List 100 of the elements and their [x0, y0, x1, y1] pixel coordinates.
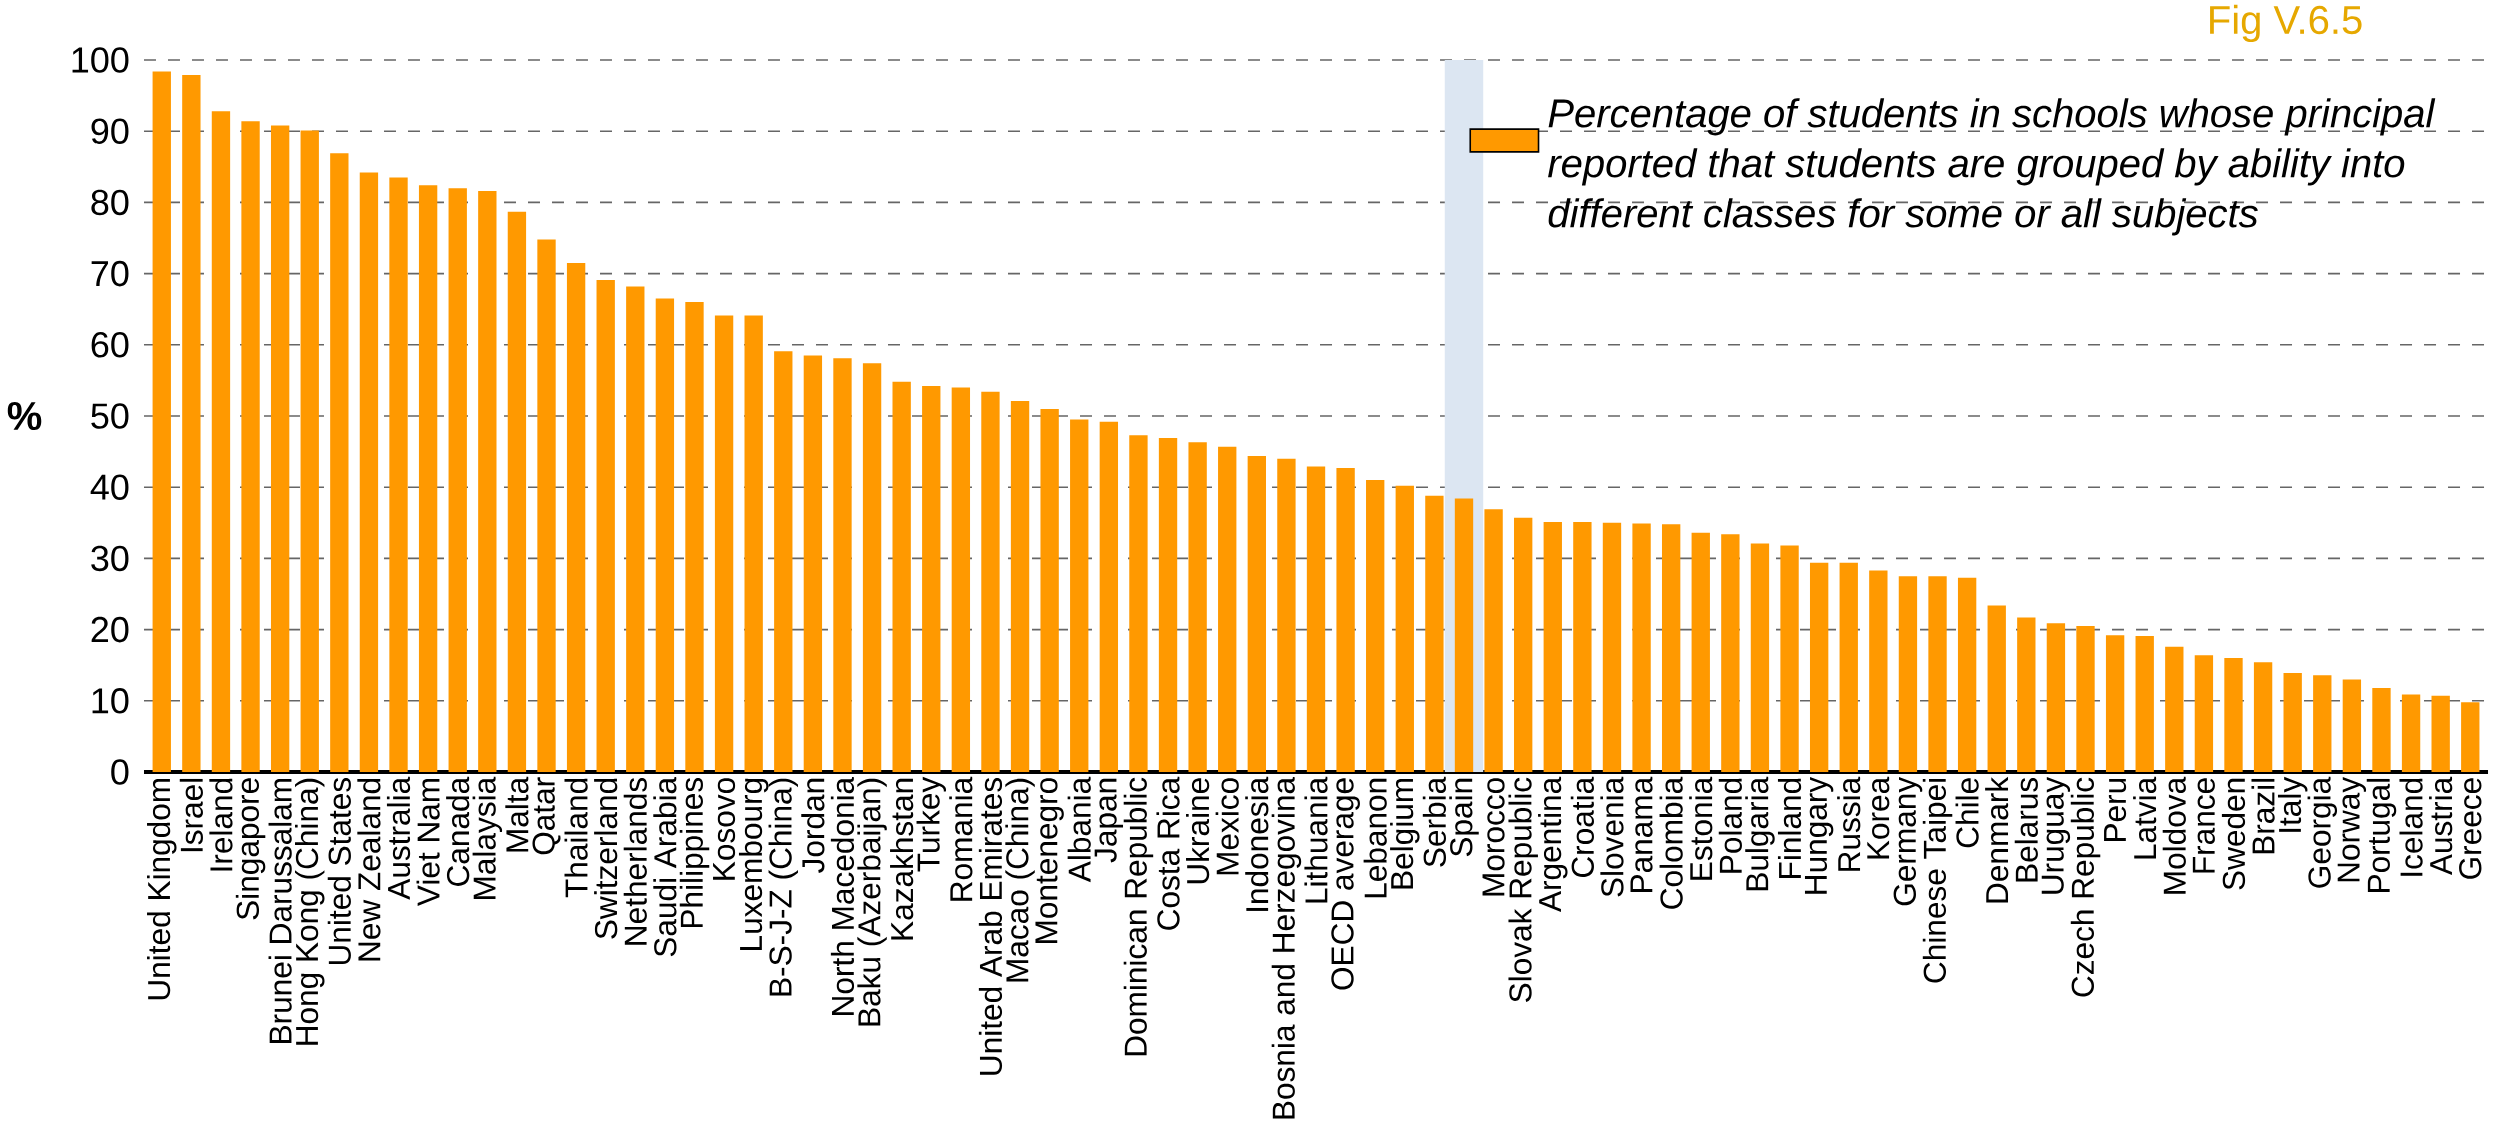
bar	[1099, 421, 1119, 773]
x-tick-label: Singapore	[235, 778, 266, 920]
bar	[892, 381, 911, 773]
x-tick-label: Viet Nam	[416, 778, 440, 907]
bar	[2461, 702, 2480, 773]
bar	[685, 302, 704, 773]
bar	[655, 298, 675, 773]
x-tick-label: Bosnia and Herzegovina	[1271, 776, 1302, 1119]
x-tick-label: Portugal	[2366, 778, 2397, 892]
x-tick-label: Denmark	[1985, 776, 2009, 903]
bar	[448, 188, 467, 773]
x-tick-label: North Macedonia	[830, 776, 855, 1015]
bar	[241, 121, 260, 773]
bar	[152, 71, 171, 773]
bar	[300, 130, 319, 773]
x-tick-label: Panama	[1630, 776, 1653, 892]
bar	[1691, 532, 1710, 773]
x-tick-label: Lebanon	[1363, 778, 1387, 898]
bar	[2342, 679, 2362, 773]
bar	[478, 191, 497, 773]
x-tick-label: Sweden	[2221, 778, 2246, 890]
bar	[626, 286, 645, 773]
x-tick-label: Japan	[1094, 778, 1124, 863]
x-tick-label: Spain	[1449, 778, 1479, 857]
bar	[1010, 401, 1030, 773]
bar	[1898, 576, 1918, 773]
bar	[1661, 524, 1681, 773]
bar	[1602, 522, 1622, 773]
bar	[2372, 688, 2391, 773]
bar	[833, 358, 852, 773]
x-tick-label: Kazakhstan	[890, 778, 914, 940]
x-tick-label: Israel	[179, 778, 203, 852]
x-tick-label: Jordan	[801, 778, 825, 873]
bar	[596, 280, 615, 773]
x-tick-label: Netherlands	[623, 777, 647, 945]
x-tick-label: Moldova	[2162, 776, 2186, 894]
x-tick-label: Ireland	[209, 778, 233, 871]
x-tick-label: Canada	[446, 776, 470, 886]
bar	[2165, 646, 2184, 773]
bar	[1543, 522, 1562, 773]
bar	[2224, 658, 2243, 773]
x-tick-label: Switzerland	[594, 778, 618, 939]
x-tick-label: Malta	[505, 776, 529, 852]
x-tick-label: United States	[327, 777, 351, 965]
bar	[1869, 570, 1888, 773]
bar	[2076, 626, 2095, 773]
bar	[951, 387, 971, 773]
bar	[1040, 408, 1059, 773]
x-tick-label: Romania	[949, 776, 973, 901]
bar	[744, 315, 763, 773]
x-tick-label: Morocco	[1482, 778, 1505, 896]
bar	[2283, 673, 2302, 773]
x-tick-label: New Zealand	[357, 778, 381, 961]
x-tick-label: Iceland	[2399, 778, 2423, 876]
x-tick-label: Hong Kong (China)	[295, 778, 325, 1045]
bar	[1336, 468, 1355, 773]
x-tick-label: United Kingdom	[147, 778, 177, 1000]
x-tick-label: Russia	[1837, 776, 1861, 871]
x-tick-label: Poland	[1718, 778, 1742, 873]
x-tick-label: Colombia	[1659, 776, 1683, 909]
x-tick-label: Latvia	[2133, 776, 2157, 859]
y-tick-label: 40	[90, 474, 129, 500]
x-tick-label: Brunei Darussalam	[268, 778, 292, 1043]
x-tick-label: Turkey	[916, 776, 947, 872]
y-tick-label: 50	[91, 403, 129, 429]
y-tick-label: 100	[72, 47, 129, 73]
bar	[803, 355, 823, 773]
bar	[1721, 534, 1740, 773]
y-tick-label: 70	[91, 260, 129, 287]
x-tick-label: United Arab Emirates	[978, 778, 1003, 1075]
x-tick-label: France	[2192, 778, 2215, 873]
x-tick-label: Indonesia	[1245, 776, 1269, 911]
x-tick-label: Austria	[2429, 776, 2453, 876]
bar	[2194, 655, 2214, 773]
bar	[1928, 576, 1947, 773]
x-tick-label: Chinese Taipei	[1922, 778, 1953, 983]
x-tick-label: Luxembourg	[738, 778, 769, 950]
bar	[270, 125, 290, 773]
bar	[2017, 617, 2036, 773]
bar	[2253, 662, 2273, 773]
bar	[1484, 509, 1503, 773]
bar	[1454, 498, 1474, 773]
x-tick-label: Saudi Arabia	[653, 776, 677, 957]
x-tick-label: Slovak Republic	[1508, 777, 1538, 1002]
x-tick-label: Germany	[1893, 776, 1923, 906]
bar	[1366, 480, 1385, 773]
text: Fig V.6.5	[2210, 4, 2362, 43]
bar	[1395, 485, 1414, 773]
x-tick-label: Czech Republic	[2070, 777, 2101, 997]
x-tick-label: Hungary	[1804, 776, 1834, 894]
x-tick-label: Greece	[2459, 778, 2482, 879]
bar	[1750, 543, 1770, 773]
x-tick-label: Dominican Republic	[1123, 777, 1154, 1056]
bar	[2431, 695, 2450, 773]
y-tick-label: 20	[91, 616, 129, 643]
bar	[2313, 675, 2332, 773]
x-tick-label: Qatar	[532, 777, 561, 855]
x-tick-label: Norway	[2337, 776, 2367, 882]
y-tick-label: 60	[91, 332, 129, 358]
bar	[1573, 522, 1592, 773]
